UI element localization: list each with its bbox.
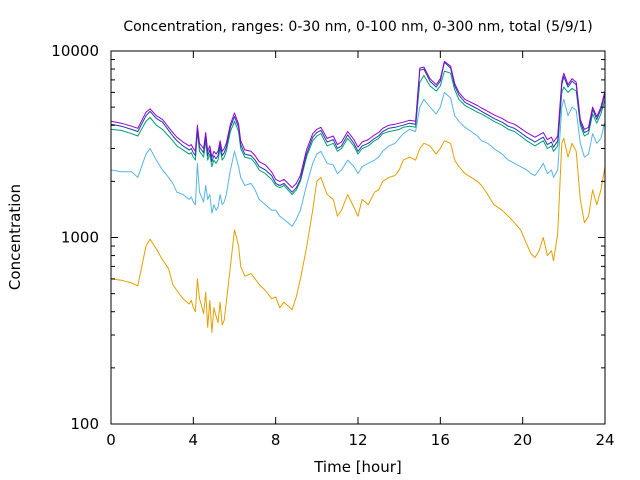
x-tick-label-4: 16 xyxy=(431,431,450,449)
series-line-0 xyxy=(110,137,606,333)
x-tick-label-1: 4 xyxy=(189,431,199,449)
series-layer xyxy=(110,60,606,333)
series-line-2 xyxy=(110,70,606,195)
x-tick-label-5: 20 xyxy=(513,431,532,449)
y-axis-label: Concentration xyxy=(6,184,24,290)
x-tick-label-6: 24 xyxy=(595,431,614,449)
y-tick-label-2: 10000 xyxy=(51,42,99,60)
y-tick-label-1: 1000 xyxy=(61,229,99,247)
plot-frame xyxy=(110,50,606,425)
x-axis-label: Time [hour] xyxy=(313,458,402,476)
y-tick-label-0: 100 xyxy=(70,415,99,433)
series-line-1 xyxy=(110,91,606,227)
x-tick-label-3: 12 xyxy=(348,431,367,449)
x-tick-label-2: 8 xyxy=(271,431,281,449)
chart-title: Concentration, ranges: 0-30 nm, 0-100 nm… xyxy=(123,19,592,35)
ticks-layer: 0 4 8 12 16 20 24 100 1000 10000 xyxy=(51,42,614,449)
series-line-3 xyxy=(110,61,606,193)
series-line-4 xyxy=(110,60,606,189)
x-tick-label-0: 0 xyxy=(106,431,116,449)
